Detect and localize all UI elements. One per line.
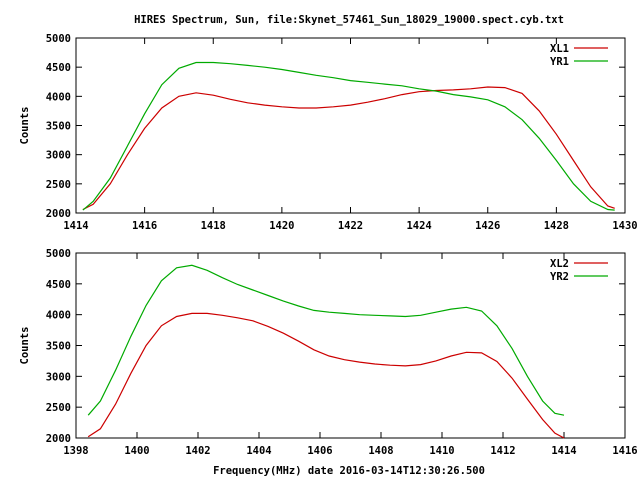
x-tick-label: 1428 (544, 220, 569, 232)
x-tick-label: 1418 (201, 220, 226, 232)
x-tick-label: 1420 (269, 220, 294, 232)
x-tick-label: 1412 (490, 445, 515, 457)
y-tick-label: 2000 (46, 208, 71, 220)
series-line-yr2 (87, 264, 565, 416)
x-tick-label: 1406 (307, 445, 332, 457)
y-tick-label: 5000 (46, 33, 71, 45)
legend-label-yr2: YR2 (550, 271, 569, 283)
x-tick-label: 1398 (63, 445, 88, 457)
y-axis-label: Counts (19, 107, 31, 145)
x-tick-label: 1410 (429, 445, 454, 457)
y-tick-label: 4500 (46, 279, 71, 291)
y-axis-label: Counts (19, 327, 31, 365)
plot-frame (75, 37, 626, 214)
x-tick-label: 1414 (551, 445, 576, 457)
x-tick-label: 1430 (612, 220, 637, 232)
y-tick-label: 3500 (46, 341, 71, 353)
y-tick-label: 3000 (46, 150, 71, 162)
y-tick-label: 3000 (46, 371, 71, 383)
x-tick-label: 1424 (406, 220, 431, 232)
series-line-xl2 (87, 312, 565, 439)
x-tick-label: 1400 (124, 445, 149, 457)
chart-title: HIRES Spectrum, Sun, file:Skynet_57461_S… (134, 14, 564, 26)
series-line-xl1 (82, 86, 615, 211)
y-tick-label: 2500 (46, 402, 71, 414)
bottom-spectrum-panel: 2000 2500 3000 3500 4000 4500 5000 1398 1400 1402… (19, 248, 638, 457)
x-tick-label: 1422 (338, 220, 363, 232)
plot-frame (75, 252, 626, 439)
y-tick-label: 4000 (46, 91, 71, 103)
y-tick-label: 3500 (46, 121, 71, 133)
x-tick-label: 1416 (612, 445, 637, 457)
x-tick-label: 1414 (63, 220, 88, 232)
legend-label-xl1: XL1 (550, 43, 569, 55)
x-tick-label: 1426 (475, 220, 500, 232)
y-tick-label: 2500 (46, 179, 71, 191)
legend-label-yr1: YR1 (550, 56, 569, 68)
x-axis-label: Frequency(MHz) date 2016-03-14T12:30:26.… (213, 465, 485, 477)
x-tick-label: 1402 (185, 445, 210, 457)
y-tick-label: 4000 (46, 310, 71, 322)
x-tick-label: 1416 (132, 220, 157, 232)
y-tick-label: 2000 (46, 433, 71, 445)
x-tick-label: 1408 (368, 445, 393, 457)
top-spectrum-panel: 2000 2500 3000 3500 4000 4500 5000 1414 1416 1418… (19, 33, 638, 232)
legend-label-xl2: XL2 (550, 258, 569, 270)
y-tick-label: 4500 (46, 62, 71, 74)
y-tick-label: 5000 (46, 248, 71, 260)
series-line-yr1 (82, 61, 615, 211)
x-tick-label: 1404 (246, 445, 271, 457)
